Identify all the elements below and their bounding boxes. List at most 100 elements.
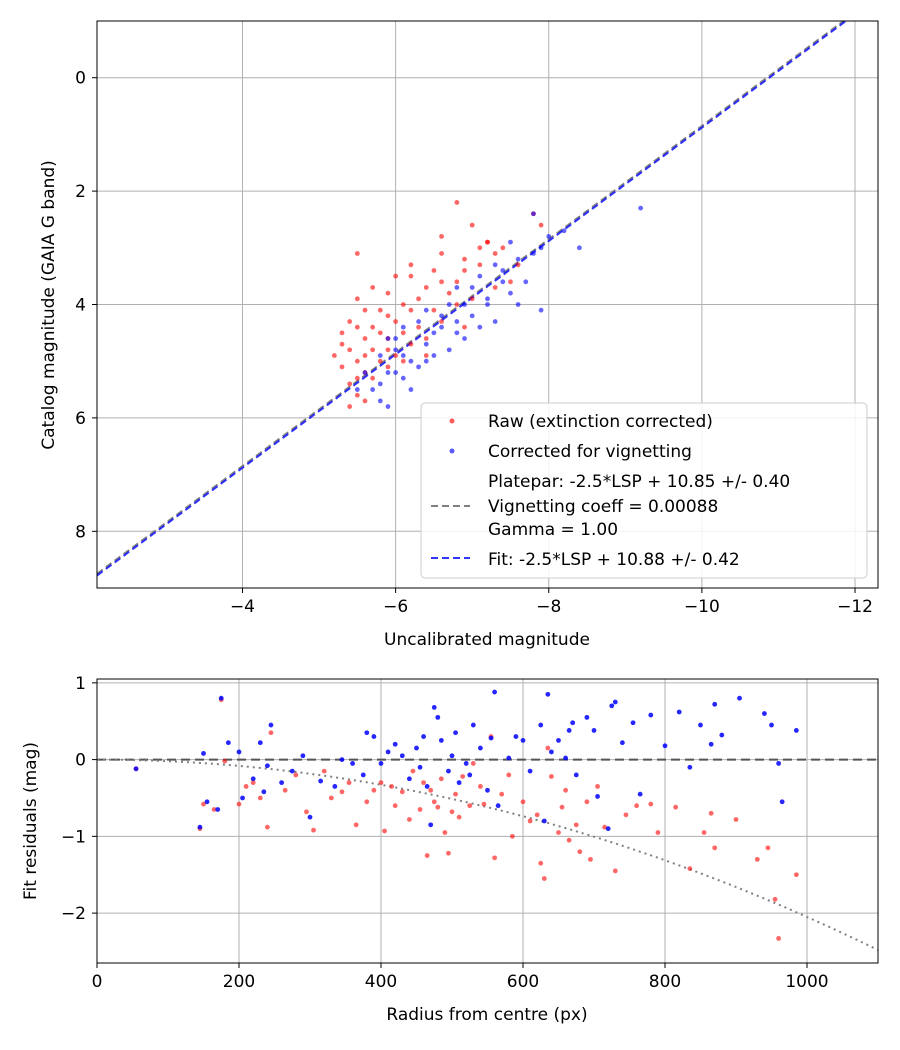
raw-residual-point (424, 853, 430, 858)
legend-corrected-label: Corrected for vignetting (488, 442, 692, 462)
raw-residual-point (701, 830, 707, 835)
corrected-residual-point (570, 720, 576, 726)
raw-point (431, 307, 437, 313)
bottom-axes-frame (96, 678, 879, 964)
corrected-point (377, 353, 383, 358)
raw-point (347, 404, 353, 409)
raw-point (347, 319, 353, 324)
corrected-residual-point (332, 784, 338, 789)
corrected-point (377, 381, 383, 387)
raw-point (408, 262, 414, 268)
bottom-x-tick-label: 400 (365, 972, 397, 992)
corrected-residual-point (371, 734, 377, 739)
raw-residual-point (236, 801, 242, 807)
corrected-point (446, 347, 452, 353)
raw-point (439, 319, 444, 324)
corrected-residual-point (456, 780, 462, 786)
corrected-point (538, 245, 544, 251)
corrected-point (385, 336, 391, 341)
legend-platepar-label-3: Gamma = 1.00 (488, 520, 618, 540)
top-scatter-points (331, 200, 644, 409)
corrected-point (439, 324, 444, 330)
raw-point (400, 330, 406, 336)
raw-residual-point (282, 787, 288, 793)
corrected-point (492, 262, 498, 268)
corrected-point (408, 387, 414, 392)
raw-point (500, 245, 506, 251)
raw-residual-point (456, 814, 462, 820)
corrected-residual-point (257, 740, 263, 746)
corrected-residual-point (541, 818, 547, 824)
top-x-tick-label: −12 (837, 597, 873, 617)
legend-platepar-label-1: Platepar: -2.5*LSP + 10.85 +/- 0.40 (488, 472, 790, 492)
corrected-residual-point (698, 722, 703, 728)
raw-point (385, 347, 391, 353)
corrected-residual-point (687, 764, 693, 770)
raw-point (485, 239, 490, 245)
raw-residual-point (428, 787, 434, 793)
legend-corrected-marker (449, 448, 455, 454)
corrected-residual-point (719, 732, 725, 738)
corrected-residual-point (573, 772, 579, 778)
bottom-y-tick-label: 1 (75, 674, 86, 694)
raw-residual-point (311, 827, 316, 833)
corrected-residual-point (769, 722, 774, 728)
raw-residual-point (534, 812, 540, 818)
corrected-residual-point (204, 799, 210, 805)
bottom-x-tick-label: 0 (92, 972, 103, 992)
raw-residual-point (304, 809, 309, 815)
raw-point (431, 268, 437, 273)
raw-point (423, 353, 429, 358)
raw-residual-point (364, 799, 370, 805)
raw-residual-point (371, 787, 377, 793)
corrected-residual-point (307, 814, 313, 820)
top-x-tick-label: −6 (383, 597, 408, 617)
corrected-residual-point (676, 709, 682, 715)
top-y-tick-label: 4 (75, 296, 86, 316)
top-y-tick-label: 6 (75, 409, 86, 429)
raw-residual-point (378, 780, 384, 786)
raw-residual-point (250, 780, 256, 786)
corrected-residual-point (225, 740, 231, 746)
raw-point (538, 222, 544, 228)
corrected-residual-point (268, 722, 274, 728)
raw-residual-point (321, 768, 327, 774)
corrected-point (393, 336, 399, 341)
corrected-point (362, 370, 368, 375)
raw-residual-point (545, 745, 551, 751)
corrected-point (500, 268, 506, 273)
corrected-residual-point (392, 741, 398, 747)
corrected-residual-point (630, 720, 636, 726)
raw-residual-point (460, 774, 466, 779)
raw-point (408, 341, 414, 347)
raw-residual-point (399, 789, 405, 795)
corrected-point (446, 302, 452, 307)
corrected-point (523, 279, 529, 285)
top-chart: −4 −6 −8 −10 −12 0 2 4 6 8 Uncalibrated magnitude… (39, 20, 879, 650)
corrected-point (531, 251, 536, 256)
corrected-point (393, 347, 399, 353)
corrected-point (485, 302, 490, 307)
raw-residual-point (268, 730, 274, 736)
raw-residual-point (407, 817, 412, 822)
raw-point (423, 285, 429, 290)
raw-point (347, 381, 353, 387)
raw-residual-point (776, 936, 781, 941)
corrected-point (515, 302, 521, 307)
legend-box (420, 402, 868, 579)
raw-residual-point (673, 804, 679, 810)
raw-point (385, 364, 391, 370)
corrected-point (377, 398, 383, 404)
bottom-x-tick-label: 800 (649, 972, 681, 992)
corrected-point (477, 273, 483, 279)
raw-residual-point (655, 830, 661, 835)
bottom-x-tick-label: 1000 (785, 972, 828, 992)
corrected-point (531, 211, 536, 217)
corrected-residual-point (513, 734, 519, 739)
raw-residual-point (772, 896, 778, 902)
corrected-residual-point (133, 766, 139, 772)
raw-point (339, 330, 345, 336)
raw-point (362, 307, 368, 313)
raw-residual-point (446, 850, 451, 856)
